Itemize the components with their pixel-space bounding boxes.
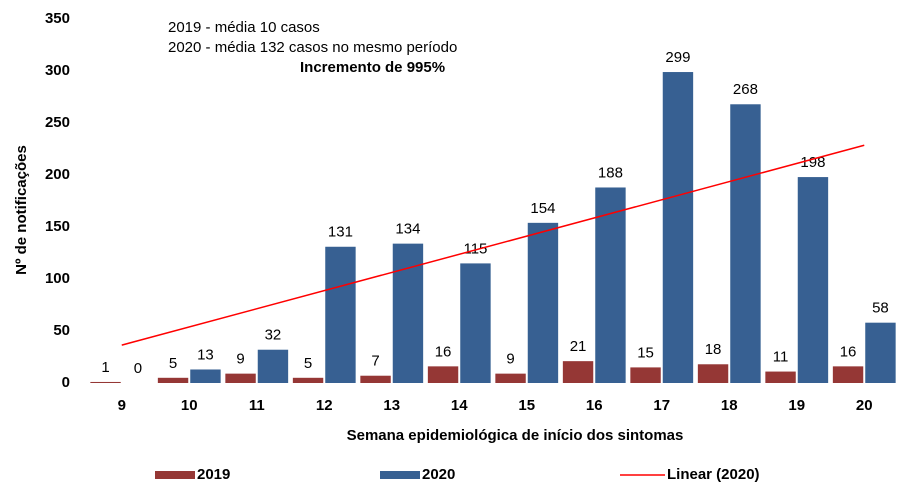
value-label: 9 [236, 351, 244, 368]
bar [630, 367, 661, 383]
value-label: 154 [530, 200, 555, 217]
value-label: 58 [872, 300, 889, 317]
bar [832, 366, 864, 383]
value-label: 115 [463, 240, 487, 257]
bar [90, 381, 121, 383]
x-tick-label: 16 [586, 397, 603, 414]
value-label: 299 [665, 49, 690, 66]
bar [190, 369, 221, 383]
bar [865, 322, 896, 383]
x-tick-label: 9 [118, 397, 126, 414]
value-label: 16 [435, 343, 452, 360]
legend-swatch [380, 471, 420, 479]
legend-label: 2020 [422, 466, 455, 483]
bar [730, 104, 761, 383]
x-tick-label: 19 [788, 397, 805, 414]
legend-label: 2019 [197, 466, 230, 483]
value-label: 5 [304, 355, 312, 372]
x-tick-label: 17 [653, 397, 670, 414]
bar [257, 349, 289, 383]
value-label: 131 [328, 224, 353, 241]
value-label: 9 [506, 351, 514, 368]
y-tick-label: 200 [45, 166, 70, 183]
value-label: 7 [371, 353, 379, 370]
value-label: 198 [800, 154, 825, 171]
y-tick-label: 250 [45, 114, 70, 131]
x-tick-label: 15 [518, 397, 535, 414]
x-tick-label: 11 [249, 397, 265, 414]
value-label: 188 [598, 164, 623, 181]
y-tick-label: 350 [45, 10, 70, 27]
y-tick-label: 100 [45, 270, 70, 287]
bar [662, 72, 694, 383]
bar [495, 373, 526, 383]
value-label: 18 [705, 341, 722, 358]
y-tick-label: 50 [53, 322, 70, 339]
legend-label: Linear (2020) [667, 466, 760, 483]
bar [460, 263, 491, 383]
value-label: 268 [733, 81, 758, 98]
value-label: 1 [101, 359, 109, 376]
bar [225, 373, 256, 383]
y-tick-label: 150 [45, 218, 70, 235]
bar [427, 366, 459, 383]
value-label: 13 [197, 346, 214, 363]
value-label: 134 [395, 221, 420, 238]
bar [562, 361, 594, 383]
value-label: 32 [265, 327, 282, 344]
bar [392, 243, 424, 383]
bar [360, 375, 391, 383]
value-label: 5 [169, 355, 177, 372]
value-label: 16 [840, 343, 857, 360]
x-axis-label: Semana epidemiológica de início dos sint… [347, 427, 684, 444]
x-tick-label: 18 [721, 397, 738, 414]
annotation: Incremento de 995% [300, 59, 445, 76]
bar [765, 371, 796, 383]
bar [325, 246, 356, 383]
y-axis-label: Nº de notificações [13, 145, 30, 275]
x-tick-label: 10 [181, 397, 198, 414]
legend-swatch [155, 471, 195, 479]
bar [697, 364, 729, 383]
bar [292, 377, 324, 383]
bar [595, 187, 626, 383]
value-label: 15 [637, 344, 654, 361]
bar [797, 177, 829, 383]
trend-line [121, 144, 865, 346]
bar [527, 222, 559, 383]
y-tick-label: 0 [62, 374, 70, 391]
x-tick-label: 20 [856, 397, 873, 414]
annotation: 2019 - média 10 casos [168, 19, 320, 36]
bar [157, 377, 189, 383]
value-label: 11 [773, 349, 789, 366]
annotation: 2020 - média 132 casos no mesmo período [168, 39, 457, 56]
x-tick-label: 12 [316, 397, 333, 414]
x-tick-label: 14 [451, 397, 468, 414]
value-label: 0 [134, 360, 142, 377]
y-tick-label: 300 [45, 62, 70, 79]
value-label: 21 [570, 338, 587, 355]
x-tick-label: 13 [383, 397, 400, 414]
